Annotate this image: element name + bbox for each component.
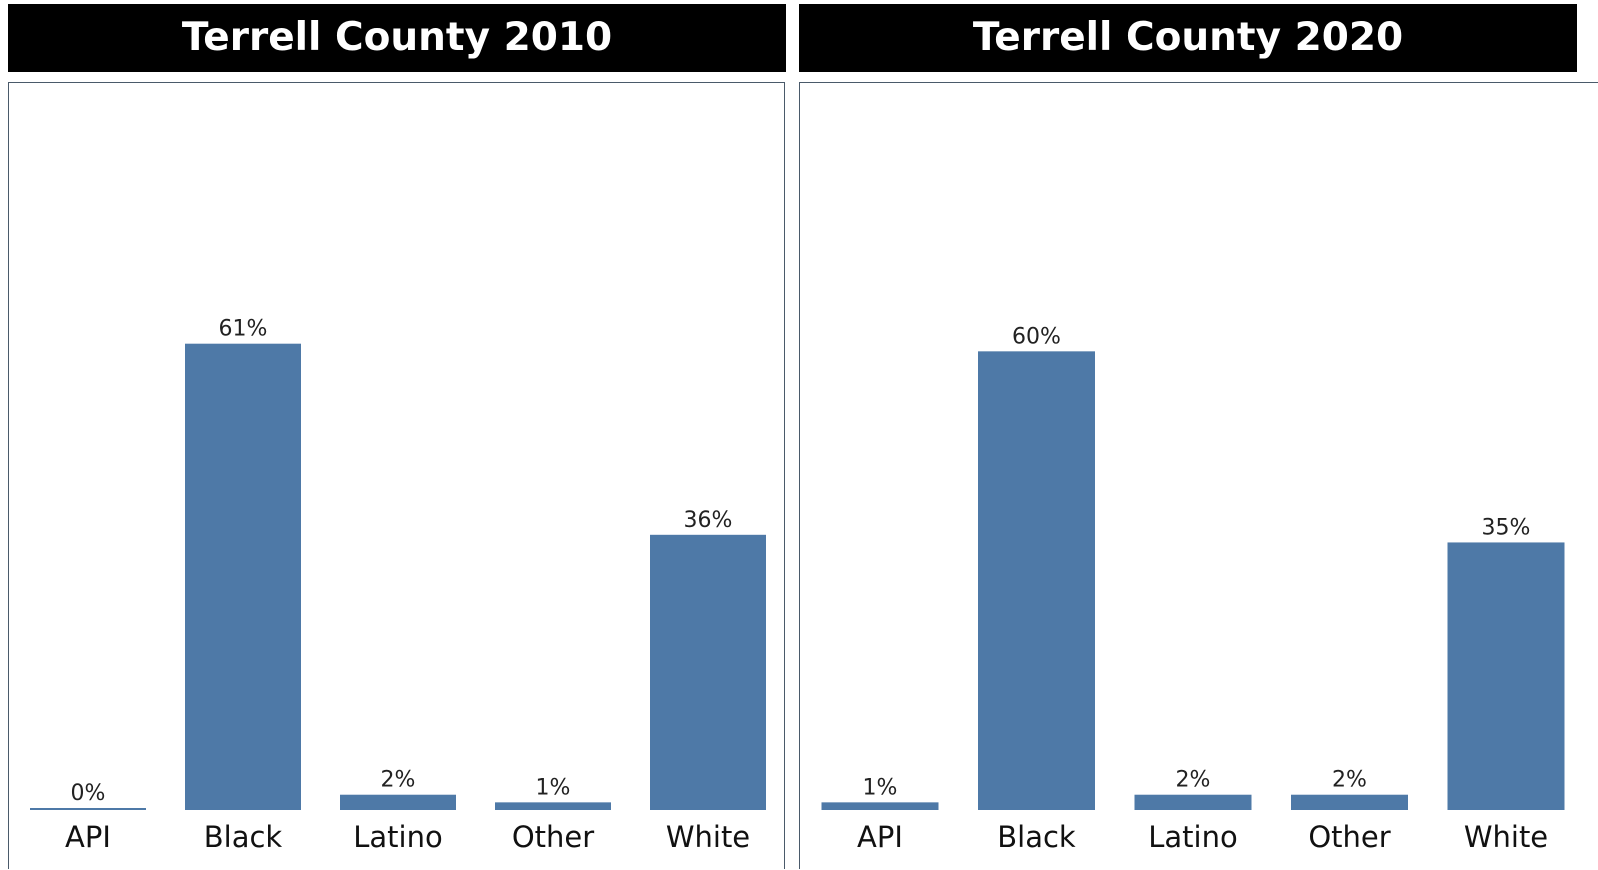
category-label: Other (512, 820, 594, 854)
bar-chart: 0% API 61% Black 2% Latino 1% Other 36% White (30, 317, 766, 854)
plot-frame: 1% API 60% Black 2% Latino 2% Other 35% White (799, 82, 1598, 869)
bar-latino (340, 794, 456, 810)
data-label: 2% (1332, 768, 1367, 793)
category-label: Black (204, 820, 283, 854)
data-label: 1% (863, 775, 898, 800)
category-label: Other (1308, 820, 1390, 854)
chart-title: Terrell County 2010 (8, 4, 786, 72)
bar-white (1447, 542, 1565, 810)
category-label: Latino (1148, 820, 1237, 854)
category-label: White (1464, 820, 1548, 854)
chart-title: Terrell County 2020 (799, 4, 1577, 72)
category-label: API (857, 820, 903, 854)
data-label: 61% (219, 317, 268, 342)
category-label: API (65, 820, 111, 854)
category-label: Black (997, 820, 1076, 854)
category-label: Latino (353, 820, 442, 854)
bar-black (978, 351, 1095, 810)
data-label: 2% (1176, 768, 1211, 793)
data-label: 35% (1482, 515, 1531, 540)
plot-frame: 0% API 61% Black 2% Latino 1% Other 36% White (8, 82, 785, 869)
data-label: 36% (684, 508, 733, 533)
bar-black (185, 343, 301, 810)
data-label: 2% (381, 768, 416, 793)
bar-other (495, 802, 611, 810)
bar-api (30, 808, 146, 810)
category-label: White (666, 820, 750, 854)
bar-white (650, 534, 766, 810)
bar-chart: 1% API 60% Black 2% Latino 2% Other 35% White (821, 324, 1565, 854)
bar-other (1291, 794, 1408, 810)
data-label: 0% (71, 781, 106, 806)
bar-latino (1134, 794, 1252, 810)
data-label: 60% (1012, 324, 1061, 349)
bar-api (821, 802, 939, 810)
data-label: 1% (536, 775, 571, 800)
